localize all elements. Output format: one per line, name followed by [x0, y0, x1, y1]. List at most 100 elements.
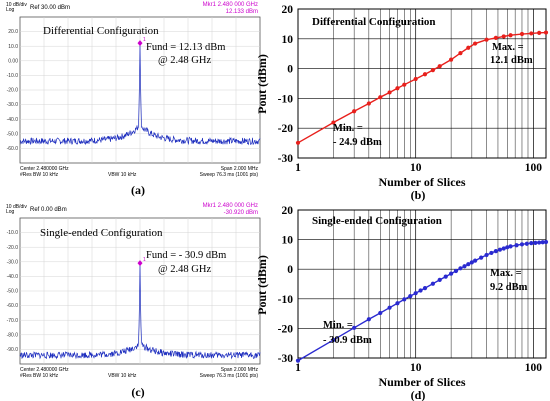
series-group: [295, 239, 549, 363]
y-tick-label: 20: [282, 205, 294, 217]
min-label-line2: - 30.9 dBm: [323, 335, 372, 346]
y-tick-label: -10: [278, 294, 294, 306]
data-point: [543, 239, 549, 245]
panel-label: (d): [411, 388, 426, 401]
y-tick-label: -50.0: [7, 289, 19, 295]
scale-label: 10 dB/div: [6, 204, 27, 210]
data-point: [479, 255, 484, 260]
panel-a: 10 dB/div Log Ref 30.00 dBm Mkr1 2.480 0…: [6, 2, 261, 197]
resolution-bandwidth: #Res BW 10 kHz: [20, 373, 59, 379]
data-point: [366, 101, 371, 106]
data-point: [537, 30, 542, 35]
center-frequency: Center 2.480000 GHz: [20, 166, 69, 172]
data-point: [540, 240, 545, 245]
marker-frequency: Mkr1 2.480 000 GHz: [203, 2, 258, 8]
data-point: [331, 120, 336, 125]
data-point: [484, 252, 489, 258]
video-bandwidth: VBW 10 kHz: [108, 373, 137, 379]
y-tick-label: 20.0: [8, 29, 18, 35]
y-tick-label: -30.0: [7, 259, 19, 265]
y-tick-label: 0.00: [8, 58, 18, 64]
y-tick-label: 10: [282, 235, 294, 247]
center-frequency: Center 2.480000 GHz: [20, 367, 69, 373]
data-point: [366, 317, 371, 322]
x-axis-label: Number of Slices: [378, 375, 465, 389]
min-label-line1: Min. =: [323, 320, 353, 331]
data-point: [514, 243, 519, 248]
y-tick-label: -50.0: [7, 131, 19, 137]
data-point: [418, 288, 423, 293]
data-point: [497, 247, 503, 252]
data-point: [352, 325, 357, 330]
max-label-line1: Max. =: [490, 268, 522, 279]
min-label-line2: - 24.9 dBm: [333, 137, 382, 148]
min-label-line1: Min. =: [333, 123, 363, 134]
data-point: [493, 35, 498, 41]
data-point: [519, 31, 525, 37]
data-point: [529, 31, 534, 36]
max-label-line1: Max. =: [492, 42, 524, 53]
fund-annotation-line2: @ 2.48 GHz: [158, 264, 211, 275]
x-tick-label: 100: [525, 162, 543, 174]
y-tick-label: -80.0: [7, 332, 19, 338]
chart-title: Single-ended Configuration: [312, 215, 442, 227]
data-point: [508, 244, 513, 249]
plot-grid: [298, 9, 546, 158]
data-point: [402, 82, 407, 87]
data-point: [469, 260, 474, 265]
y-tick-labels: -10.0 -20.0 -30.0 -40.0 -50.0 -60.0 -70.0 -80.0…: [7, 230, 19, 353]
y-tick-label: -20.0: [7, 88, 19, 94]
y-tick-label: -40.0: [7, 117, 19, 123]
data-point: [413, 291, 418, 296]
y-tick-labels: 20.0 10.0 0.00 -10.0 -20.0 -30.0 -40.0 -50.0 -60…: [7, 29, 19, 152]
data-point: [352, 109, 357, 114]
y-tick-label: -20: [278, 323, 294, 335]
data-point: [430, 281, 435, 286]
sweep-time: Sweep 76.3 ms (1001 pts): [200, 172, 259, 178]
sweep-time: Sweep 76.3 ms (1001 pts): [200, 373, 259, 379]
data-point: [473, 41, 478, 46]
y-tick-label: -60.0: [7, 303, 19, 309]
data-point: [458, 51, 463, 56]
panel-label: (c): [131, 385, 144, 399]
y-tick-label: -10.0: [7, 73, 19, 79]
video-bandwidth: VBW 10 kHz: [108, 172, 137, 178]
y-tick-label: -90.0: [7, 347, 19, 353]
y-axis-label: Pout (dBm): [255, 255, 269, 315]
resolution-bandwidth: #Res BW 10 kHz: [20, 172, 59, 178]
marker-diamond: [137, 40, 143, 47]
data-point: [449, 271, 454, 276]
series-group: [295, 30, 549, 145]
chart-title: Differential Configuration: [312, 16, 436, 28]
fund-annotation-line1: Fund = 12.13 dBm: [146, 42, 225, 53]
y-tick-label: 20: [282, 4, 294, 16]
frequency-span: Span 2.000 MHz: [221, 367, 259, 373]
data-point: [295, 358, 301, 363]
plot-grid: [298, 210, 546, 358]
data-point: [533, 240, 538, 245]
data-point: [395, 301, 400, 306]
data-point: [430, 67, 435, 73]
data-point: [489, 250, 494, 256]
y-tick-label: -60.0: [7, 146, 19, 152]
peak-marker: [137, 40, 143, 47]
y-tick-label: -70.0: [7, 318, 19, 324]
data-point: [501, 34, 506, 39]
y-tick-label: -30.0: [7, 102, 19, 108]
marker-index-label: 1: [143, 37, 146, 43]
data-point: [378, 310, 383, 316]
scale-type-label: Log: [6, 7, 15, 13]
y-axis-label: Pout (dBm): [255, 54, 269, 114]
scale-type-label: Log: [6, 209, 15, 215]
data-point: [413, 76, 418, 82]
y-tick-label: -30: [278, 153, 294, 165]
marker-frequency: Mkr1 2.480 000 GHz: [203, 203, 258, 209]
data-point: [505, 245, 510, 250]
chart-title: Differential Configuration: [43, 25, 159, 37]
frequency-span: Span 2.000 MHz: [221, 166, 259, 172]
y-tick-label: -20.0: [7, 245, 19, 251]
